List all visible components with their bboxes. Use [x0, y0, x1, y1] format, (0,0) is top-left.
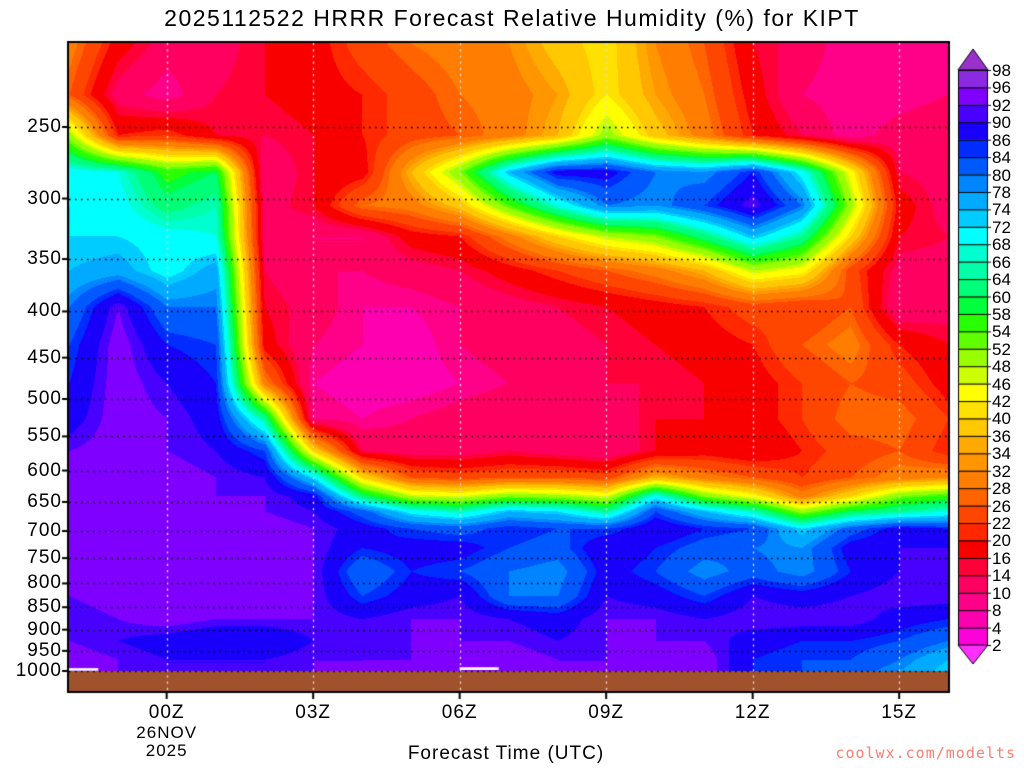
y-tick-label: 950	[27, 639, 62, 661]
colorbar-tick-label: 92	[992, 95, 1011, 115]
colorbar-tick-label: 4	[992, 618, 1002, 638]
colorbar-tick-label: 90	[992, 113, 1011, 133]
colorbar-tick-label: 2	[992, 636, 1002, 655]
y-tick-label: 500	[27, 388, 62, 409]
x-tick-label: 03Z	[295, 702, 332, 723]
y-tick-label: 900	[27, 618, 62, 640]
colorbar-tick-label: 34	[992, 444, 1011, 464]
colorbar-tick-label: 60	[992, 287, 1011, 307]
colorbar-tick-label: 28	[992, 479, 1011, 499]
y-tick-label: 700	[27, 520, 62, 542]
colorbar-tick-label: 32	[992, 461, 1011, 481]
y-tick-label: 1000	[15, 660, 62, 681]
x-axis-title: Forecast Time (UTC)	[407, 743, 605, 764]
colorbar-tick-label: 74	[992, 200, 1011, 220]
colorbar-tick-label: 68	[992, 235, 1011, 255]
y-tick-label: 450	[27, 346, 62, 368]
colorbar-tick-label: 86	[992, 130, 1011, 150]
colorbar-tick-label: 20	[992, 531, 1011, 551]
x-tick-label: 06Z	[441, 702, 478, 723]
y-tick-label: 300	[27, 187, 62, 209]
colorbar-tick-label: 78	[992, 182, 1011, 202]
colorbar-tick-label: 98	[992, 61, 1011, 80]
x-axis-date-line1: 26NOV	[136, 723, 198, 742]
colorbar-tick-label: 84	[992, 148, 1011, 168]
colorbar-tick-label: 8	[992, 601, 1002, 621]
colorbar-tick-label: 46	[992, 374, 1011, 394]
x-tick-label: 12Z	[734, 702, 771, 723]
x-tick-label: 15Z	[881, 702, 918, 723]
colorbar-tick-label: 54	[992, 322, 1011, 342]
colorbar-tick-label: 58	[992, 304, 1011, 324]
colorbar-tick-label: 66	[992, 252, 1011, 272]
colorbar-tick-label: 72	[992, 217, 1011, 237]
chart-title: 2025112522 HRRR Forecast Relative Humidi…	[164, 5, 860, 31]
y-tick-label: 800	[27, 572, 62, 594]
x-tick-label: 09Z	[588, 702, 625, 723]
colorbar-tick-label: 22	[992, 514, 1011, 534]
watermark-text: coolwx.com/modelts	[835, 744, 1016, 762]
colorbar-tick-label: 42	[992, 392, 1011, 412]
y-tick-label: 650	[27, 490, 62, 512]
x-tick-label: 00Z	[148, 702, 185, 723]
colorbar-tick-label: 52	[992, 339, 1011, 359]
colorbar-tick-label: 26	[992, 496, 1011, 516]
colorbar-tick-label: 96	[992, 78, 1011, 98]
colorbar-tick-label: 40	[992, 409, 1011, 429]
colorbar-tick-label: 14	[992, 566, 1011, 586]
y-tick-label: 250	[27, 116, 62, 137]
y-tick-label: 400	[27, 300, 62, 322]
y-tick-label: 600	[27, 459, 62, 481]
y-tick-label: 350	[27, 248, 62, 270]
y-tick-label: 550	[27, 425, 62, 447]
y-tick-label: 850	[27, 596, 62, 618]
colorbar-tick-label: 10	[992, 583, 1011, 603]
colorbar-tick-label: 36	[992, 426, 1011, 446]
colorbar-tick-label: 48	[992, 357, 1011, 377]
colorbar-tick-label: 64	[992, 270, 1011, 290]
x-axis-date-line2: 2025	[145, 741, 188, 760]
colorbar-tick-label: 16	[992, 548, 1011, 568]
y-tick-label: 750	[27, 547, 62, 569]
colorbar-tick-label: 80	[992, 165, 1011, 185]
